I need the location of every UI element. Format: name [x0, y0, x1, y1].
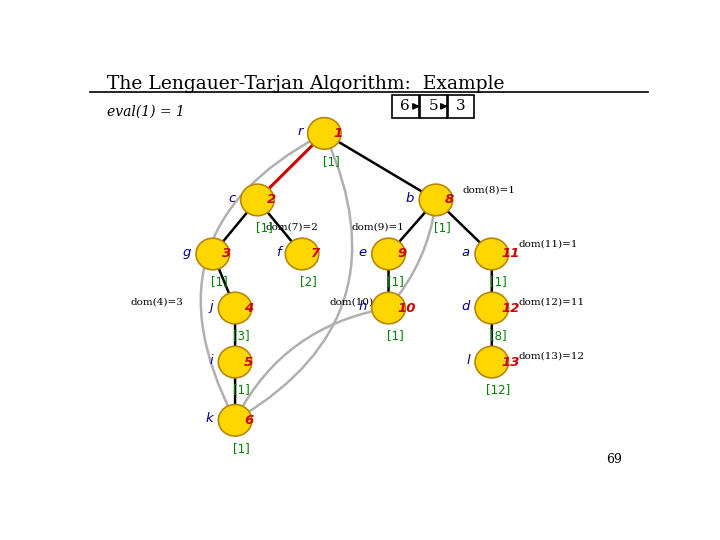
Ellipse shape [475, 238, 508, 270]
Text: 5: 5 [244, 356, 253, 369]
Text: dom(12)=11: dom(12)=11 [518, 298, 585, 306]
Text: [8]: [8] [490, 329, 507, 342]
Ellipse shape [419, 184, 453, 216]
Text: [1]: [1] [256, 221, 272, 234]
Text: 69: 69 [606, 453, 622, 466]
Text: [1]: [1] [387, 329, 404, 342]
Ellipse shape [218, 404, 252, 436]
Ellipse shape [372, 238, 405, 270]
Text: The Lengauer-Tarjan Algorithm:  Example: The Lengauer-Tarjan Algorithm: Example [107, 75, 504, 93]
Text: i: i [210, 354, 213, 367]
Text: [1]: [1] [323, 155, 339, 168]
Ellipse shape [196, 238, 230, 270]
Text: g: g [183, 246, 191, 259]
Text: 12: 12 [501, 301, 519, 314]
Text: [12]: [12] [486, 383, 510, 396]
Text: 3: 3 [222, 247, 231, 260]
Text: 3: 3 [456, 99, 466, 113]
Text: f: f [276, 246, 280, 259]
Text: [2]: [2] [300, 275, 317, 288]
Text: [1]: [1] [233, 383, 250, 396]
Text: 4: 4 [244, 301, 253, 314]
Text: 9: 9 [397, 247, 407, 260]
Text: eval(1) = 1: eval(1) = 1 [107, 104, 184, 118]
Ellipse shape [285, 238, 319, 270]
Text: [1]: [1] [434, 221, 451, 234]
Text: 2: 2 [266, 193, 276, 206]
Text: h: h [359, 300, 366, 313]
Text: a: a [462, 246, 470, 259]
Text: 1: 1 [333, 127, 343, 140]
Text: 8: 8 [445, 193, 454, 206]
Text: dom(10)=1: dom(10)=1 [330, 298, 390, 306]
FancyBboxPatch shape [392, 95, 418, 118]
Text: k: k [206, 412, 213, 425]
Ellipse shape [475, 292, 508, 324]
Text: dom(9)=1: dom(9)=1 [351, 222, 404, 232]
Text: 13: 13 [501, 356, 519, 369]
Text: d: d [462, 300, 470, 313]
Text: [1]: [1] [387, 275, 404, 288]
Text: [1]: [1] [233, 442, 250, 455]
Ellipse shape [307, 118, 341, 149]
Text: b: b [406, 192, 414, 205]
Text: dom(11)=1: dom(11)=1 [518, 239, 578, 248]
Text: j: j [210, 300, 213, 313]
Text: [1]: [1] [490, 275, 507, 288]
Text: 6: 6 [244, 414, 253, 427]
Text: dom(7)=2: dom(7)=2 [266, 222, 319, 232]
Text: e: e [359, 246, 366, 259]
Text: dom(8)=1: dom(8)=1 [463, 186, 516, 195]
Text: l: l [467, 354, 470, 367]
Text: [1]: [1] [211, 275, 228, 288]
Text: c: c [228, 192, 235, 205]
Text: 5: 5 [428, 99, 438, 113]
Text: [3]: [3] [233, 329, 250, 342]
Ellipse shape [240, 184, 274, 216]
Text: dom(4)=3: dom(4)=3 [130, 298, 183, 306]
FancyBboxPatch shape [448, 95, 474, 118]
Ellipse shape [218, 346, 252, 378]
Text: dom(13)=12: dom(13)=12 [518, 352, 585, 360]
FancyBboxPatch shape [420, 95, 446, 118]
Ellipse shape [372, 292, 405, 324]
Ellipse shape [218, 292, 252, 324]
Text: 7: 7 [311, 247, 320, 260]
Text: 10: 10 [397, 301, 416, 314]
Text: 11: 11 [501, 247, 519, 260]
Text: r: r [297, 125, 302, 138]
Ellipse shape [475, 346, 508, 378]
Text: 6: 6 [400, 99, 410, 113]
